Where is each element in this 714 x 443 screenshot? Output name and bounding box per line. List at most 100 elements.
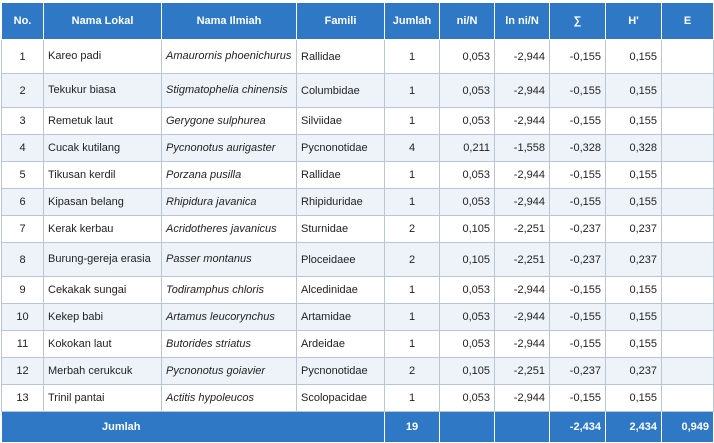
header-jumlah: Jumlah (384, 2, 440, 40)
cell-e (661, 276, 714, 304)
cell-ni-n: 0,053 (439, 73, 495, 108)
cell-no: 3 (1, 107, 44, 135)
cell-no: 1 (1, 39, 44, 74)
total-row: Jumlah 19 -2,434 2,434 0,949 (1, 411, 714, 443)
cell-h: 0,155 (605, 384, 662, 412)
footer-sigma: -2,434 (549, 411, 606, 443)
cell-sigma: -0,155 (549, 188, 606, 216)
table-row: 7 Kerak kerbau Acridotheres javanicus St… (1, 215, 714, 243)
header-ln-ni-n: ln ni/N (494, 2, 550, 40)
cell-e (661, 330, 714, 358)
cell-e (661, 357, 714, 385)
table-body: 1 Kareo padi Amaurornis phoenichurus Ral… (1, 39, 714, 412)
cell-ln-ni-n: -2,251 (494, 242, 550, 277)
header-nama-ilmiah: Nama Ilmiah (161, 2, 297, 40)
cell-e (661, 384, 714, 412)
table-row: 12 Merbah cerukcuk Pycnonotus goiavier P… (1, 357, 714, 385)
cell-h: 0,155 (605, 39, 662, 74)
cell-ni-n: 0,105 (439, 215, 495, 243)
cell-nama-ilmiah: Gerygone sulphurea (161, 107, 297, 135)
table-row: 2 Tekukur biasa Stigmatophelia chinensis… (1, 73, 714, 108)
cell-nama-ilmiah: Passer montanus (161, 242, 297, 277)
cell-nama-ilmiah: Butorides striatus (161, 330, 297, 358)
cell-famili: Ploceidaee (296, 242, 385, 277)
cell-nama-ilmiah: Porzana pusilla (161, 161, 297, 189)
cell-famili: Artamidae (296, 303, 385, 331)
cell-famili: Sturnidae (296, 215, 385, 243)
cell-nama-ilmiah: Artamus leucorynchus (161, 303, 297, 331)
cell-jumlah: 1 (384, 303, 440, 331)
footer-e: 0,949 (661, 411, 714, 443)
table-row: 9 Cekakak sungai Todiramphus chloris Alc… (1, 276, 714, 304)
cell-nama-ilmiah: Actitis hypoleucos (161, 384, 297, 412)
header-nama-lokal: Nama Lokal (43, 2, 162, 40)
cell-e (661, 303, 714, 331)
cell-sigma: -0,155 (549, 303, 606, 331)
cell-ni-n: 0,053 (439, 107, 495, 135)
cell-h: 0,155 (605, 107, 662, 135)
footer-h: 2,434 (605, 411, 662, 443)
cell-e (661, 215, 714, 243)
header-no: No. (1, 2, 44, 40)
cell-famili: Pycnonotidae (296, 357, 385, 385)
cell-no: 2 (1, 73, 44, 108)
cell-no: 6 (1, 188, 44, 216)
cell-jumlah: 1 (384, 384, 440, 412)
header-e: E (661, 2, 714, 40)
footer-ln-ni-n (494, 411, 550, 443)
cell-ln-ni-n: -2,944 (494, 188, 550, 216)
cell-ln-ni-n: -2,944 (494, 384, 550, 412)
cell-nama-lokal: Kareo padi (43, 39, 162, 74)
cell-e (661, 134, 714, 162)
cell-nama-ilmiah: Stigmatophelia chinensis (161, 73, 297, 108)
cell-ln-ni-n: -2,944 (494, 303, 550, 331)
cell-famili: Pycnonotidae (296, 134, 385, 162)
cell-nama-lokal: Remetuk laut (43, 107, 162, 135)
cell-ni-n: 0,105 (439, 242, 495, 277)
cell-jumlah: 2 (384, 242, 440, 277)
cell-nama-lokal: Cekakak sungai (43, 276, 162, 304)
cell-jumlah: 1 (384, 107, 440, 135)
cell-e (661, 107, 714, 135)
cell-ln-ni-n: -2,251 (494, 215, 550, 243)
cell-jumlah: 2 (384, 357, 440, 385)
cell-sigma: -0,155 (549, 276, 606, 304)
cell-no: 13 (1, 384, 44, 412)
cell-e (661, 161, 714, 189)
cell-sigma: -0,237 (549, 215, 606, 243)
cell-jumlah: 1 (384, 276, 440, 304)
table-row: 10 Kekep babi Artamus leucorynchus Artam… (1, 303, 714, 331)
cell-h: 0,155 (605, 303, 662, 331)
cell-e (661, 73, 714, 108)
cell-jumlah: 1 (384, 330, 440, 358)
cell-ni-n: 0,053 (439, 188, 495, 216)
cell-h: 0,237 (605, 242, 662, 277)
cell-h: 0,237 (605, 357, 662, 385)
cell-ln-ni-n: -2,944 (494, 107, 550, 135)
cell-sigma: -0,155 (549, 107, 606, 135)
cell-ni-n: 0,053 (439, 384, 495, 412)
footer-label: Jumlah (1, 411, 385, 443)
cell-jumlah: 1 (384, 39, 440, 74)
cell-e (661, 242, 714, 277)
cell-no: 12 (1, 357, 44, 385)
cell-h: 0,155 (605, 188, 662, 216)
cell-nama-ilmiah: Amaurornis phoenichurus (161, 39, 297, 74)
cell-h: 0,155 (605, 276, 662, 304)
cell-ln-ni-n: -2,944 (494, 39, 550, 74)
cell-jumlah: 2 (384, 215, 440, 243)
cell-jumlah: 4 (384, 134, 440, 162)
cell-jumlah: 1 (384, 188, 440, 216)
cell-sigma: -0,328 (549, 134, 606, 162)
cell-ni-n: 0,053 (439, 303, 495, 331)
cell-ln-ni-n: -2,944 (494, 330, 550, 358)
cell-h: 0,328 (605, 134, 662, 162)
cell-ln-ni-n: -2,944 (494, 276, 550, 304)
cell-sigma: -0,237 (549, 242, 606, 277)
cell-nama-lokal: Kerak kerbau (43, 215, 162, 243)
cell-nama-ilmiah: Acridotheres javanicus (161, 215, 297, 243)
cell-sigma: -0,155 (549, 73, 606, 108)
table-row: 1 Kareo padi Amaurornis phoenichurus Ral… (1, 39, 714, 74)
cell-ln-ni-n: -2,251 (494, 357, 550, 385)
cell-h: 0,155 (605, 73, 662, 108)
